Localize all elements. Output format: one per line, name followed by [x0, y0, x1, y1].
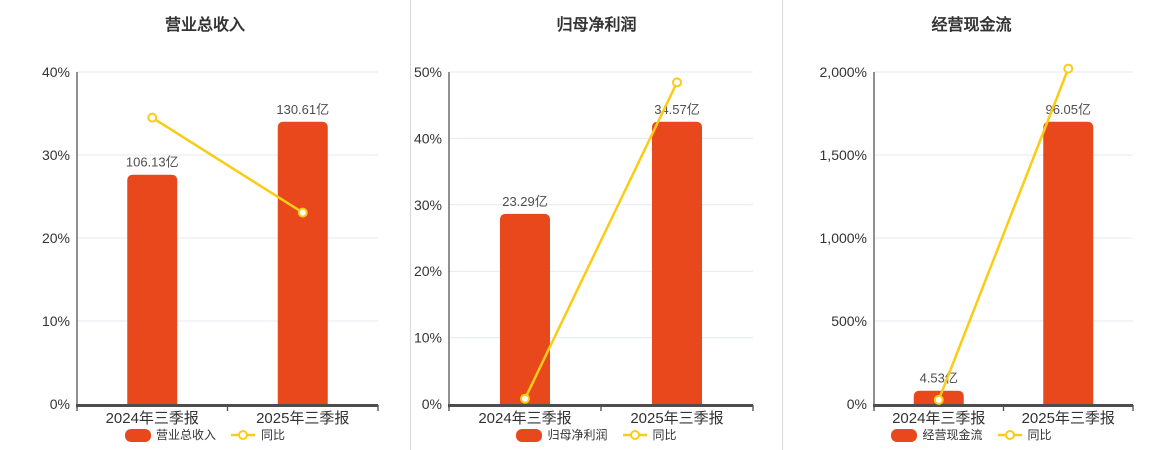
chart-legend: 营业总收入 同比	[0, 428, 410, 442]
legend-item-line-series[interactable]: 同比	[622, 428, 677, 442]
y-tick-label: 10%	[42, 313, 70, 329]
chart-panel-operating-cash-flow: 经营现金流 0% 500% 1,000% 1,500% 2,000% 4.53亿 96.05…	[782, 0, 1160, 450]
y-tick-label: 20%	[414, 263, 442, 279]
chart-plot: 0% 500% 1,000% 1,500% 2,000% 4.53亿 96.05亿 2024年…	[820, 63, 1134, 427]
x-category-label: 2024年三季报	[106, 410, 199, 427]
bar	[500, 213, 550, 404]
legend-item-bar-series[interactable]: 经营现金流	[891, 428, 983, 442]
x-category-label: 2025年三季报	[1022, 410, 1115, 427]
legend-label: 营业总收入	[155, 428, 216, 442]
legend-item-bar-series[interactable]: 归母净利润	[516, 428, 608, 442]
legend-item-line-series[interactable]: 同比	[230, 428, 285, 442]
chart-panel-revenue: 营业总收入 0% 10% 20% 30% 40% 106.13亿 130.61亿 2024年三…	[0, 0, 410, 450]
y-tick-label: 40%	[42, 64, 70, 80]
yoy-line-marker-icon	[231, 430, 255, 440]
chart-legend: 经营现金流 同比	[783, 428, 1160, 442]
yoy-line	[151, 116, 304, 214]
y-tick-label: 30%	[42, 147, 70, 163]
bar-series-swatch-icon	[891, 428, 918, 442]
y-tick-label: 40%	[414, 130, 442, 146]
chart-legend: 归母净利润 同比	[411, 428, 782, 442]
bar-series-swatch-icon	[516, 428, 543, 442]
bar	[277, 121, 328, 405]
yoy-line	[523, 81, 679, 400]
yoy-marker	[1063, 63, 1074, 74]
yoy-marker	[147, 112, 158, 123]
y-tick-label: 1,000%	[820, 230, 867, 246]
bar-value-label: 96.05亿	[1045, 102, 1091, 117]
bar-value-label: 106.13亿	[126, 155, 179, 170]
yoy-line-marker-icon	[622, 430, 647, 440]
y-tick-label: 30%	[414, 197, 442, 213]
y-tick-label: 10%	[414, 330, 442, 346]
x-category-label: 2024年三季报	[892, 410, 985, 427]
chart-title: 经营现金流	[931, 17, 1012, 34]
legend-item-line-series[interactable]: 同比	[997, 428, 1052, 442]
yoy-marker	[297, 207, 308, 218]
bar-value-label: 23.29亿	[502, 194, 548, 209]
yoy-line-marker-icon	[997, 430, 1022, 440]
x-category-label: 2025年三季报	[630, 410, 723, 427]
bar	[127, 174, 178, 404]
y-tick-label: 500%	[831, 313, 867, 329]
chart-plot: 0% 10% 20% 30% 40% 106.13亿 130.61亿 2024年三季报 2025…	[42, 64, 379, 427]
legend-item-bar-series[interactable]: 营业总收入	[124, 428, 216, 442]
yoy-marker	[520, 393, 530, 404]
bar-value-label: 4.53亿	[920, 371, 958, 386]
x-category-label: 2024年三季报	[478, 410, 571, 427]
yoy-marker	[672, 77, 682, 88]
y-tick-label: 2,000%	[820, 64, 867, 80]
chart-panel-net-profit: 归母净利润 0% 10% 20% 30% 40% 50% 23.29亿 34.57亿 2024年…	[410, 0, 782, 450]
y-tick-label: 0%	[847, 396, 867, 412]
legend-label: 同比	[652, 428, 677, 442]
bar	[1043, 121, 1094, 405]
y-tick-label: 0%	[422, 396, 442, 412]
chart-title: 归母净利润	[556, 17, 637, 34]
legend-label: 同比	[261, 428, 286, 442]
y-tick-label: 1,500%	[820, 147, 867, 163]
legend-label: 经营现金流	[922, 428, 983, 442]
legend-label: 同比	[1027, 428, 1052, 442]
yoy-marker	[933, 394, 944, 405]
y-tick-label: 50%	[414, 64, 442, 80]
x-category-label: 2025年三季报	[256, 410, 349, 427]
yoy-line	[937, 68, 1070, 401]
y-tick-label: 20%	[42, 230, 70, 246]
bar	[652, 121, 702, 405]
legend-label: 归母净利润	[547, 428, 608, 442]
y-tick-label: 0%	[50, 396, 70, 412]
bar-value-label: 130.61亿	[276, 102, 329, 117]
chart-title: 营业总收入	[164, 17, 245, 34]
bar-series-swatch-icon	[124, 428, 151, 442]
